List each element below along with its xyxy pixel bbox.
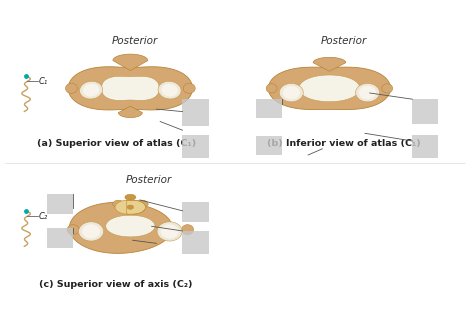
FancyBboxPatch shape (412, 99, 438, 124)
FancyBboxPatch shape (47, 228, 73, 248)
Ellipse shape (65, 83, 77, 93)
Text: C₂: C₂ (39, 211, 48, 221)
Ellipse shape (359, 86, 376, 100)
Text: Posterior: Posterior (126, 175, 173, 185)
Ellipse shape (161, 84, 178, 96)
FancyBboxPatch shape (182, 202, 209, 222)
Text: C₁: C₁ (39, 77, 48, 86)
Ellipse shape (279, 83, 303, 102)
Ellipse shape (83, 84, 100, 96)
Ellipse shape (157, 222, 182, 241)
Ellipse shape (158, 81, 181, 99)
FancyBboxPatch shape (256, 99, 282, 118)
Polygon shape (113, 54, 148, 71)
Polygon shape (137, 200, 148, 207)
Ellipse shape (266, 84, 277, 93)
Text: (a) Superior view of atlas (C₁): (a) Superior view of atlas (C₁) (36, 139, 196, 148)
Ellipse shape (80, 81, 103, 99)
Ellipse shape (125, 194, 136, 200)
FancyBboxPatch shape (182, 135, 209, 158)
Ellipse shape (67, 225, 79, 235)
Ellipse shape (183, 83, 195, 93)
Text: (c) Superior view of axis (C₂): (c) Superior view of axis (C₂) (39, 280, 193, 289)
Ellipse shape (127, 205, 134, 209)
Polygon shape (313, 57, 346, 71)
Polygon shape (118, 106, 142, 117)
Polygon shape (68, 67, 192, 110)
Polygon shape (112, 200, 124, 207)
Polygon shape (69, 202, 172, 253)
FancyBboxPatch shape (47, 194, 73, 214)
Text: (b) Inferior view of atlas (C₁): (b) Inferior view of atlas (C₁) (267, 139, 420, 148)
Polygon shape (106, 215, 155, 237)
FancyBboxPatch shape (182, 99, 209, 126)
Polygon shape (101, 76, 159, 100)
Polygon shape (115, 200, 146, 214)
Ellipse shape (356, 83, 380, 102)
Text: Posterior: Posterior (320, 36, 367, 46)
Ellipse shape (182, 225, 193, 235)
FancyBboxPatch shape (182, 231, 209, 254)
Ellipse shape (283, 86, 300, 100)
Ellipse shape (382, 84, 392, 93)
Text: Posterior: Posterior (112, 36, 158, 46)
Ellipse shape (161, 224, 179, 239)
Polygon shape (268, 67, 391, 109)
FancyBboxPatch shape (256, 136, 282, 155)
Ellipse shape (79, 222, 104, 241)
Ellipse shape (82, 224, 100, 239)
Polygon shape (299, 75, 360, 102)
FancyBboxPatch shape (412, 135, 438, 158)
